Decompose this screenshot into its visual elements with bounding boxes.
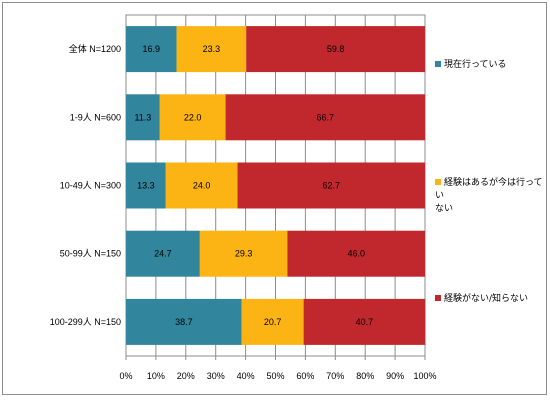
data-label: 11.3 (134, 112, 151, 122)
data-label: 66.7 (317, 112, 335, 122)
data-label: 24.7 (154, 249, 172, 259)
data-label: 20.7 (264, 317, 282, 327)
data-label: 40.7 (356, 317, 374, 327)
legend-label: 現在行っている (444, 60, 507, 70)
legend-swatch (435, 179, 441, 185)
x-tick-label: 80% (356, 371, 374, 381)
data-label: 13.3 (137, 181, 155, 191)
data-label: 59.8 (327, 44, 345, 54)
x-tick-label: 100% (413, 371, 436, 381)
bar-segment (165, 162, 238, 209)
bar-segment (126, 162, 166, 209)
category-label: 全体 N=1200 (69, 43, 121, 54)
category-label: 10-49人 N=300 (60, 181, 121, 191)
legend-item: 経験はあるが今は行っていない (435, 177, 543, 216)
bar-segment (126, 230, 200, 277)
bar-segment (225, 94, 425, 141)
legend-label: ない (435, 204, 454, 214)
bar-segment (303, 298, 426, 345)
data-label: 23.3 (203, 44, 221, 54)
x-tick-label: 70% (326, 371, 344, 381)
data-label: 46.0 (347, 249, 365, 259)
x-tick-label: 0% (119, 371, 132, 381)
legend-item: 現在行っている (435, 59, 543, 72)
legend-swatch (435, 295, 441, 301)
x-tick-label: 30% (207, 371, 225, 381)
legend-label: 経験がない/知らない (444, 294, 529, 304)
legend-label: 経験はあるが今は行ってい (435, 178, 543, 201)
x-tick-label: 20% (177, 371, 195, 381)
bar-segment (199, 230, 288, 277)
bar-segment (126, 298, 242, 345)
category-label: 1-9人 N=600 (70, 112, 121, 122)
data-label: 16.9 (142, 44, 160, 54)
x-tick-label: 90% (386, 371, 404, 381)
bar-segment (241, 298, 304, 345)
data-label: 24.0 (193, 181, 211, 191)
data-label: 38.7 (175, 317, 193, 327)
bar-segment (126, 26, 177, 73)
bar-segment (176, 26, 247, 73)
legend-swatch (435, 61, 441, 67)
bar-segment (246, 26, 425, 73)
data-label: 29.3 (235, 249, 253, 259)
category-label: 100-299人 N=150 (50, 317, 121, 327)
chart: 0% 10% 20% 30% 40% 50% 60% 70% 80% 90% 100% 全体 N=12… (50, 14, 437, 381)
legend-item: 経験がない/知らない (435, 293, 543, 306)
x-tick-label: 50% (266, 371, 284, 381)
bar-segment (287, 230, 425, 277)
data-label: 62.7 (322, 181, 340, 191)
x-tick-label: 60% (296, 371, 314, 381)
data-label: 22.0 (184, 112, 202, 122)
category-label: 50-99人 N=150 (60, 249, 121, 259)
bar-segment (237, 162, 425, 209)
x-tick-label: 40% (237, 371, 255, 381)
bar-segment (126, 94, 160, 141)
x-tick-label: 10% (147, 371, 165, 381)
bar-segment (159, 94, 226, 141)
chart-frame: 0% 10% 20% 30% 40% 50% 60% 70% 80% 90% 100% 全体 N=12… (2, 2, 547, 395)
